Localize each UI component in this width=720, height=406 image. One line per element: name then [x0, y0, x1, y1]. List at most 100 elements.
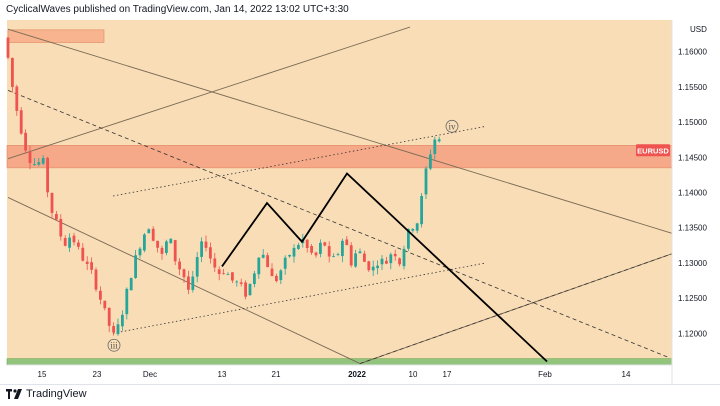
candle[interactable]: [248, 283, 252, 297]
candle[interactable]: [173, 239, 177, 266]
trend-line-dotted[interactable]: [112, 125, 487, 197]
candle[interactable]: [389, 252, 393, 270]
candle[interactable]: [178, 258, 181, 276]
plot-area[interactable]: iii iv: [6, 20, 673, 366]
candle[interactable]: [59, 214, 63, 241]
candle[interactable]: [200, 237, 203, 263]
tradingview-logo[interactable]: TradingView: [6, 388, 87, 400]
candle[interactable]: [134, 249, 137, 279]
candle[interactable]: [63, 235, 67, 247]
candle[interactable]: [37, 157, 41, 167]
candle[interactable]: [77, 239, 80, 250]
candle[interactable]: [138, 246, 142, 259]
resistance-zone[interactable]: [6, 145, 673, 169]
candle[interactable]: [116, 318, 120, 336]
candle[interactable]: [50, 192, 54, 219]
candle[interactable]: [187, 270, 190, 295]
candle[interactable]: [19, 107, 23, 136]
candle[interactable]: [420, 193, 423, 228]
candle[interactable]: [165, 239, 168, 256]
candle[interactable]: [367, 260, 371, 273]
candle[interactable]: [143, 232, 146, 253]
candle[interactable]: [385, 256, 388, 265]
candle[interactable]: [393, 249, 397, 261]
candle[interactable]: [160, 245, 164, 260]
candle[interactable]: [103, 300, 107, 311]
candle[interactable]: [94, 267, 98, 292]
candle[interactable]: [349, 242, 353, 268]
candle[interactable]: [46, 156, 49, 198]
candle[interactable]: [11, 57, 14, 93]
candle[interactable]: [327, 241, 331, 263]
trend-line-solid[interactable]: [7, 26, 411, 160]
candle[interactable]: [217, 266, 221, 281]
candle[interactable]: [319, 239, 322, 258]
candle[interactable]: [55, 210, 58, 221]
candle[interactable]: [41, 155, 45, 166]
candle[interactable]: [323, 241, 327, 247]
candle[interactable]: [266, 252, 269, 268]
candle[interactable]: [195, 252, 199, 283]
candle[interactable]: [99, 286, 102, 305]
candle[interactable]: [279, 268, 283, 285]
candle[interactable]: [24, 129, 27, 154]
candle[interactable]: [156, 240, 159, 253]
candle[interactable]: [424, 166, 428, 200]
time-axis[interactable]: 15 23 Dec 13 21 2022 10 17 Feb 14: [7, 364, 672, 379]
candle[interactable]: [15, 84, 19, 116]
candle[interactable]: [191, 270, 195, 293]
candle[interactable]: [415, 222, 419, 234]
symbol-price-tag[interactable]: [636, 144, 670, 157]
candle[interactable]: [257, 257, 261, 279]
candle[interactable]: [107, 307, 111, 333]
candle[interactable]: [231, 272, 234, 284]
candle[interactable]: [72, 232, 76, 246]
candle[interactable]: [358, 248, 362, 254]
price-axis[interactable]: USD 1.16000 1.15500 1.15000 1.14500 1.14000 1.…: [636, 20, 720, 384]
candle[interactable]: [235, 280, 239, 287]
candle[interactable]: [376, 260, 379, 275]
candle[interactable]: [398, 257, 401, 267]
candle[interactable]: [429, 149, 432, 171]
candle[interactable]: [380, 255, 384, 271]
candle[interactable]: [363, 250, 366, 262]
candle[interactable]: [147, 228, 151, 234]
candle[interactable]: [345, 236, 349, 246]
candle[interactable]: [411, 228, 415, 233]
candle[interactable]: [204, 235, 208, 252]
candle[interactable]: [402, 245, 406, 270]
candle[interactable]: [244, 280, 247, 300]
candle[interactable]: [297, 242, 300, 250]
candle[interactable]: [371, 260, 375, 276]
candle[interactable]: [261, 249, 265, 259]
candle[interactable]: [288, 254, 291, 258]
candle[interactable]: [341, 238, 344, 263]
price-chart[interactable]: iii iv USD 1.16000 1.15500 1.15000 1.14500 1.1…: [0, 20, 720, 384]
candle[interactable]: [90, 257, 93, 274]
candle[interactable]: [433, 136, 437, 160]
candle[interactable]: [253, 270, 256, 288]
candle[interactable]: [33, 158, 36, 166]
candle[interactable]: [354, 249, 357, 268]
candle[interactable]: [6, 36, 10, 60]
candle[interactable]: [182, 268, 186, 283]
support-zone[interactable]: [6, 358, 673, 366]
candle[interactable]: [121, 310, 124, 331]
candle[interactable]: [112, 322, 115, 336]
candle[interactable]: [81, 243, 85, 262]
candle[interactable]: [275, 273, 278, 283]
trend-line-solid[interactable]: [7, 28, 673, 234]
trend-line-dashed[interactable]: [359, 253, 673, 364]
candle[interactable]: [437, 136, 441, 143]
candle[interactable]: [283, 255, 287, 275]
candle[interactable]: [314, 251, 318, 258]
candle[interactable]: [68, 233, 71, 252]
top-box-zone[interactable]: [7, 29, 105, 43]
candle[interactable]: [213, 252, 217, 273]
candle[interactable]: [310, 243, 313, 255]
candle[interactable]: [209, 242, 212, 264]
candle[interactable]: [336, 252, 340, 257]
candle[interactable]: [85, 256, 89, 271]
candle[interactable]: [169, 238, 173, 244]
candle[interactable]: [28, 145, 32, 170]
